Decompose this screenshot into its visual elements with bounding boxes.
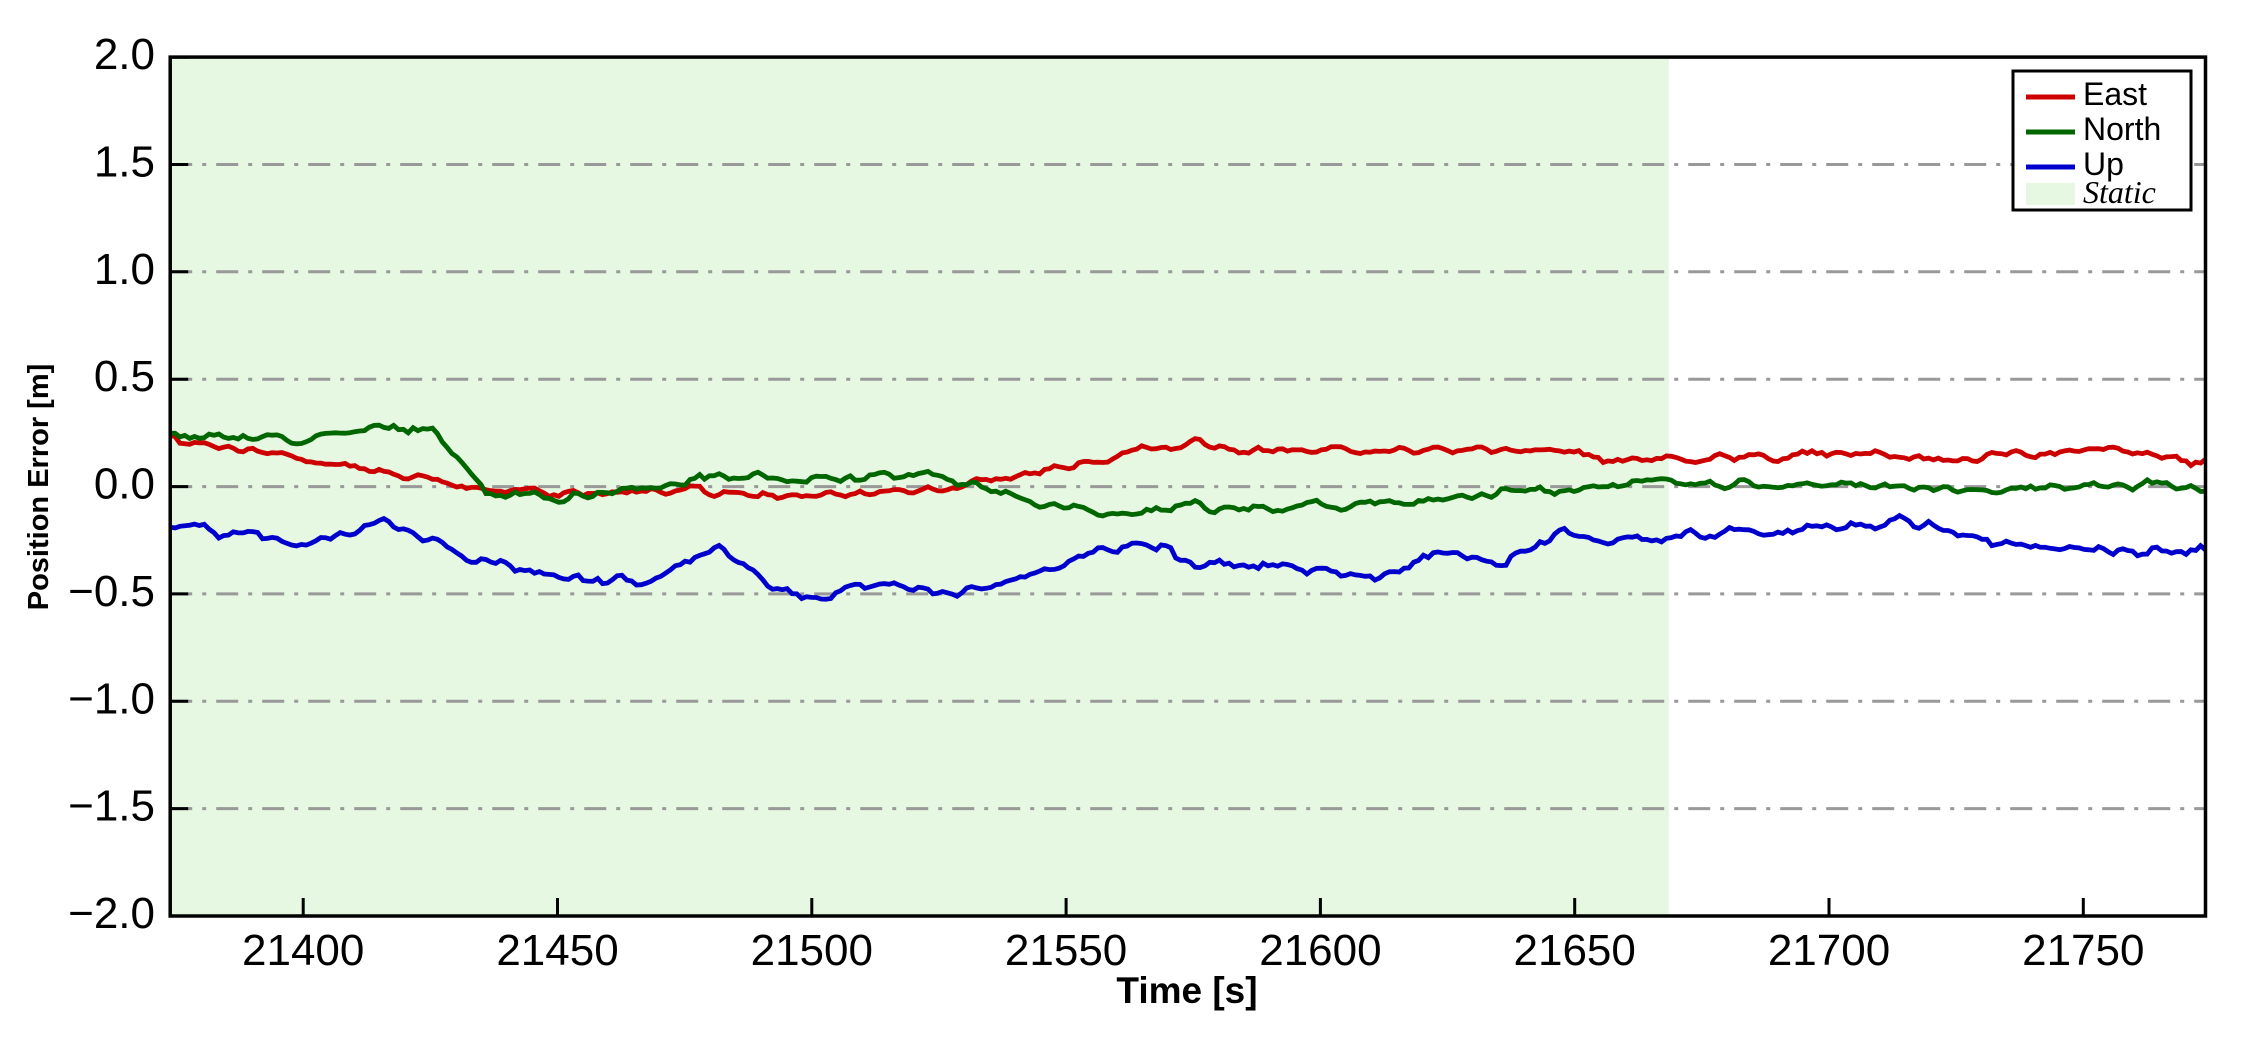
svg-text:21400: 21400 <box>242 926 364 975</box>
svg-text:21600: 21600 <box>1259 926 1381 975</box>
svg-text:−1.5: −1.5 <box>68 782 155 831</box>
svg-text:Static: Static <box>2083 174 2156 210</box>
svg-text:21650: 21650 <box>1514 926 1636 975</box>
svg-text:Time [s]: Time [s] <box>1116 970 1257 1011</box>
svg-text:1.0: 1.0 <box>94 245 155 294</box>
svg-text:2.0: 2.0 <box>94 30 155 79</box>
svg-text:−0.5: −0.5 <box>68 567 155 616</box>
svg-text:East: East <box>2083 76 2147 112</box>
svg-text:21500: 21500 <box>751 926 873 975</box>
svg-text:21700: 21700 <box>1768 926 1890 975</box>
svg-text:0.5: 0.5 <box>94 352 155 401</box>
svg-text:21550: 21550 <box>1005 926 1127 975</box>
svg-text:21450: 21450 <box>496 926 618 975</box>
svg-text:21750: 21750 <box>2022 926 2144 975</box>
svg-text:−2.0: −2.0 <box>68 889 155 938</box>
svg-text:0.0: 0.0 <box>94 460 155 509</box>
svg-text:1.5: 1.5 <box>94 138 155 187</box>
svg-text:Position Error [m]: Position Error [m] <box>23 364 55 611</box>
svg-text:−1.0: −1.0 <box>68 674 155 723</box>
svg-text:North: North <box>2083 111 2161 147</box>
